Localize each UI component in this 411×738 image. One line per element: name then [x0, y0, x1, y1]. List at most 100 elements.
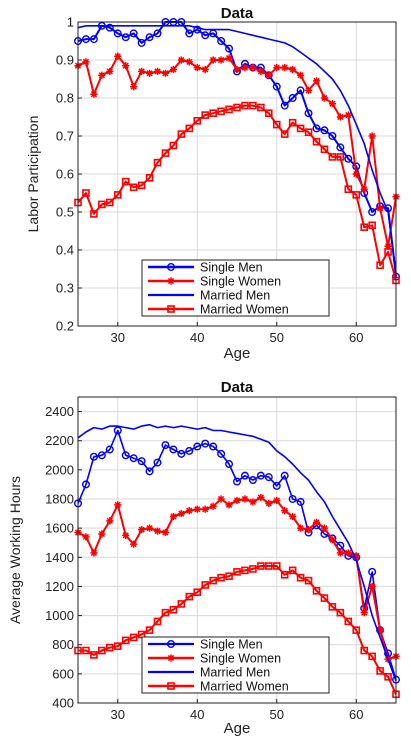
- y-tick-label: 800: [52, 637, 74, 652]
- data-point: [336, 113, 344, 121]
- data-point: [344, 154, 353, 163]
- x-tick-label: 30: [111, 330, 125, 345]
- data-point: [201, 111, 209, 119]
- data-point: [328, 100, 336, 108]
- data-point: [241, 566, 249, 575]
- data-point: [272, 562, 281, 570]
- data-point: [82, 189, 90, 197]
- data-point: [106, 67, 114, 75]
- data-point: [280, 130, 289, 138]
- data-point: [153, 527, 162, 535]
- data-point: [185, 29, 194, 38]
- data-point: [209, 109, 217, 117]
- data-point: [280, 570, 289, 579]
- y-tick-label: 1: [67, 15, 74, 30]
- data-point: [98, 530, 106, 538]
- data-point: [129, 633, 138, 642]
- data-point: [281, 507, 289, 515]
- data-point: [320, 594, 329, 602]
- data-point: [169, 141, 178, 150]
- data-point: [217, 37, 226, 46]
- data-point: [177, 449, 186, 458]
- data-point: [89, 452, 98, 461]
- data-point: [193, 25, 202, 34]
- data-point: [360, 185, 368, 193]
- data-point: [320, 94, 329, 102]
- data-point: [233, 496, 241, 505]
- data-point: [193, 442, 202, 451]
- y-tick-label: 2200: [45, 433, 74, 448]
- data-point: [352, 552, 360, 560]
- data-point: [145, 174, 154, 182]
- data-point: [153, 158, 162, 167]
- data-point: [344, 185, 353, 193]
- data-point: [241, 101, 249, 110]
- data-point: [145, 467, 154, 476]
- data-point: [328, 536, 336, 544]
- legend-marker: [167, 305, 175, 313]
- y-tick-label: 1200: [45, 579, 74, 594]
- data-point: [161, 441, 170, 450]
- data-point: [304, 86, 313, 94]
- data-point: [257, 67, 265, 75]
- legend-entry: Married Men: [148, 666, 270, 680]
- data-point: [257, 493, 265, 502]
- data-point: [368, 567, 377, 576]
- data-point: [344, 549, 352, 557]
- data-point: [376, 261, 384, 270]
- data-point: [312, 586, 321, 595]
- legend-entry: Single Women: [148, 275, 281, 289]
- data-point: [225, 501, 233, 509]
- data-point: [201, 439, 210, 448]
- y-tick-label: 600: [52, 666, 74, 681]
- data-point: [129, 454, 138, 463]
- data-point: [336, 549, 344, 557]
- data-point: [304, 109, 313, 118]
- legend-marker: [167, 654, 175, 662]
- data-point: [82, 58, 90, 66]
- data-point: [121, 451, 130, 460]
- data-point: [384, 248, 392, 256]
- data-point: [113, 642, 122, 650]
- data-point: [233, 103, 241, 112]
- data-point: [185, 446, 194, 455]
- data-point: [249, 64, 257, 72]
- data-point: [169, 605, 178, 614]
- data-point: [98, 71, 106, 79]
- data-point: [272, 120, 281, 129]
- data-point: [185, 507, 193, 515]
- data-point: [177, 600, 186, 608]
- data-point: [185, 124, 194, 133]
- data-point: [265, 71, 273, 79]
- data-point: [106, 517, 114, 525]
- legend-marker: [167, 277, 175, 285]
- y-axis-label: Labor Participation: [25, 116, 41, 233]
- data-point: [257, 562, 265, 570]
- data-point: [98, 646, 106, 655]
- data-point: [193, 117, 202, 125]
- data-point: [106, 643, 114, 652]
- data-point: [145, 626, 154, 634]
- data-point: [161, 608, 170, 617]
- data-point: [82, 646, 90, 655]
- legend-label: Married Women: [200, 303, 289, 317]
- data-point: [249, 101, 257, 110]
- data-point: [122, 531, 130, 540]
- x-tick-label: 50: [270, 330, 284, 345]
- y-tick-label: 0.7: [56, 129, 74, 144]
- data-point: [312, 124, 321, 133]
- data-point: [177, 509, 185, 518]
- chart-average-working-hours: 30 40 50 60 400 600 800 1000 1200 1400 1600 1800 200…: [7, 379, 401, 737]
- data-point: [273, 64, 281, 72]
- data-point: [177, 130, 186, 138]
- data-point: [193, 64, 201, 72]
- data-point: [105, 23, 114, 32]
- legend-entry: Single Women: [148, 652, 281, 666]
- series-line: [77, 24, 397, 273]
- data-point: [169, 445, 178, 454]
- data-point: [328, 153, 337, 161]
- data-point: [273, 496, 281, 505]
- data-point: [153, 617, 162, 626]
- data-point: [312, 137, 321, 146]
